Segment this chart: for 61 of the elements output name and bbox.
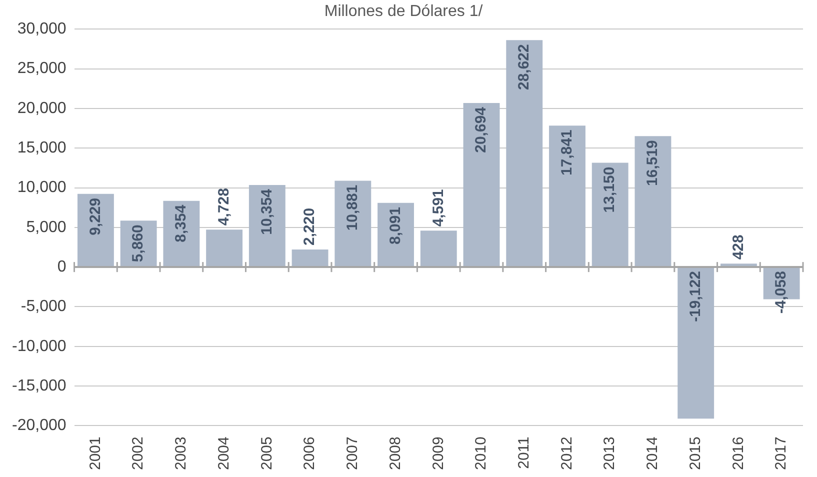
y-tick-label: -15,000: [12, 377, 66, 394]
bar: [206, 230, 243, 266]
bar: [592, 162, 628, 266]
bar: [163, 200, 200, 266]
chart-title: Millones de Dólares 1/: [324, 3, 484, 20]
bar: [378, 202, 414, 266]
x-tick-label: 2013: [601, 436, 618, 470]
bar: [720, 264, 757, 266]
x-tick-label: 2001: [86, 436, 104, 470]
bar: [634, 136, 672, 266]
y-tick-label: 10,000: [17, 179, 66, 196]
data-label: 16,519: [644, 140, 662, 186]
bar: [248, 184, 286, 266]
data-label: 10,354: [258, 188, 276, 235]
y-tick-label: 15,000: [17, 140, 66, 157]
data-label: -19,122: [686, 271, 704, 322]
y-tick-label: 0: [57, 258, 66, 276]
bar: [463, 102, 500, 266]
data-label: 17,841: [558, 130, 576, 176]
x-tick-label: 2009: [430, 436, 447, 470]
bar: [77, 194, 114, 266]
y-tick-label: -5,000: [20, 298, 66, 316]
x-tick-label: 2003: [172, 436, 190, 470]
data-label: -4,058: [772, 271, 790, 314]
x-tick-label: 2012: [558, 436, 576, 470]
data-label: 9,229: [86, 198, 104, 236]
data-label: 13,150: [601, 166, 618, 213]
data-label: 20,694: [472, 106, 490, 153]
x-tick-label: 2006: [301, 436, 318, 470]
data-label: 8,354: [172, 204, 190, 242]
y-tick-label: 30,000: [17, 20, 66, 38]
data-label: 10,881: [344, 184, 362, 231]
x-tick-label: 2015: [686, 436, 704, 470]
x-tick-label: 2002: [130, 436, 147, 470]
data-label: 4,728: [215, 188, 232, 226]
bar: [334, 180, 372, 266]
x-tick-label: 2014: [644, 436, 662, 470]
bar: [506, 40, 543, 266]
data-label: 28,622: [516, 44, 533, 90]
data-label: 4,591: [430, 189, 447, 227]
x-tick-label: 2004: [215, 436, 232, 470]
data-label: 428: [730, 234, 747, 260]
x-tick-label: 2017: [772, 436, 790, 470]
y-tick-label: -10,000: [12, 338, 66, 355]
x-tick-label: 2005: [258, 436, 276, 470]
data-label: 5,860: [130, 224, 147, 262]
bar: [292, 249, 328, 266]
y-tick-label: 25,000: [17, 60, 66, 78]
y-tick-label: 20,000: [17, 100, 66, 117]
y-tick-label: 5,000: [26, 218, 66, 236]
y-tick-label: -20,000: [12, 417, 66, 434]
x-tick-label: 2016: [730, 436, 747, 470]
x-tick-label: 2007: [344, 436, 362, 470]
x-tick-label: 2010: [472, 436, 490, 470]
x-tick-label: 2011: [516, 436, 533, 469]
bar: [549, 126, 586, 266]
bar: [678, 268, 714, 419]
data-label: 2,220: [301, 208, 318, 246]
data-label: 8,091: [386, 206, 404, 244]
bar: [420, 230, 457, 266]
x-tick-label: 2008: [386, 436, 404, 470]
